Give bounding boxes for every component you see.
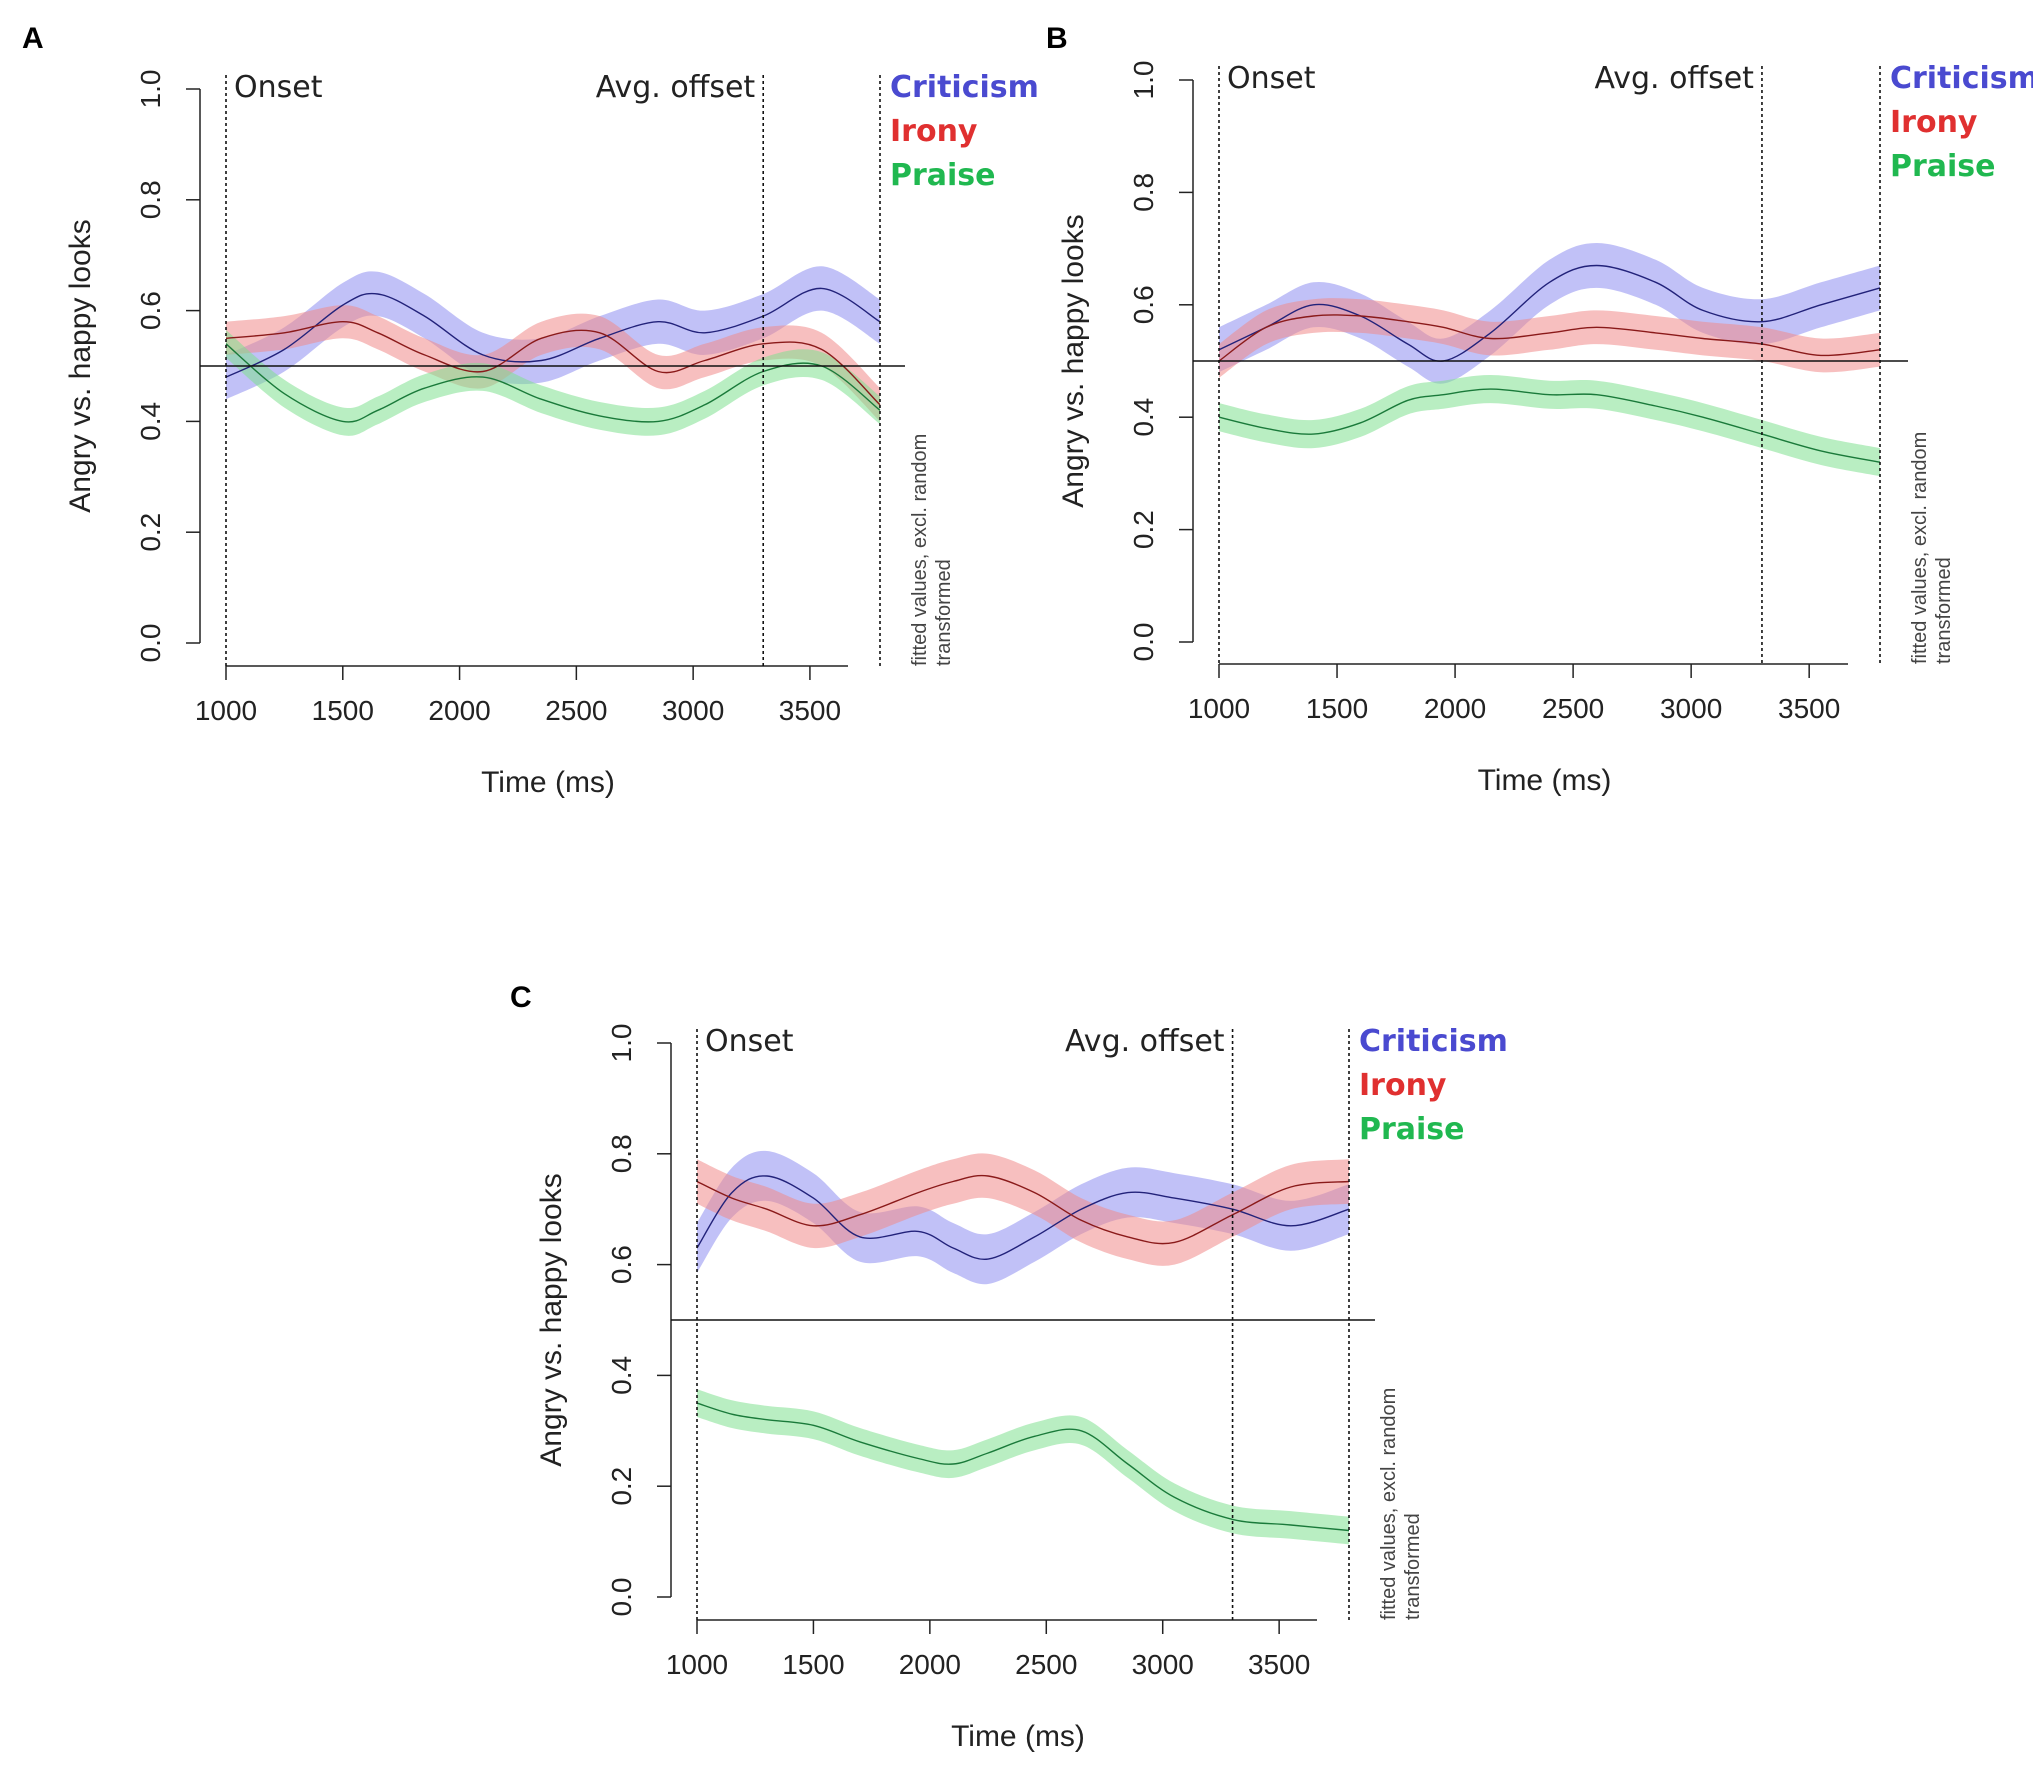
offset-label: Avg. offset — [596, 70, 756, 105]
x-tick-label: 3000 — [662, 695, 724, 726]
band-praise — [1219, 375, 1880, 477]
band-praise — [226, 330, 880, 436]
offset-label: Avg. offset — [1594, 61, 1754, 96]
x-tick-label: 1000 — [195, 695, 257, 726]
legend-irony: Irony — [890, 114, 978, 149]
x-tick-label: 3000 — [1132, 1649, 1194, 1680]
x-axis-title: Time (ms) — [481, 766, 615, 799]
legend-praise: Praise — [1890, 149, 1996, 184]
x-tick-label: 3500 — [1248, 1649, 1310, 1680]
series-line-criticism — [696, 1175, 1350, 1261]
series-lines — [1218, 264, 1881, 463]
series-line-irony — [225, 320, 881, 406]
y-axis-title: Angry vs. happy looks — [64, 219, 97, 512]
series-lines — [696, 1174, 1350, 1532]
x-tick-label: 2000 — [428, 695, 490, 726]
y-tick-label: 0.8 — [135, 180, 166, 219]
series-line-praise — [696, 1402, 1350, 1532]
legend-criticism: Criticism — [1890, 61, 2033, 96]
y-tick-label: 0.4 — [606, 1356, 637, 1395]
y-tick-label: 0.2 — [1128, 510, 1159, 549]
band-criticism — [226, 266, 880, 400]
onset-label: Onset — [1227, 61, 1316, 96]
x-tick-label: 1500 — [1306, 693, 1368, 724]
x-axis-title: Time (ms) — [1478, 764, 1612, 797]
y-tick-label: 0.6 — [135, 291, 166, 330]
offset-label: Avg. offset — [1065, 1024, 1225, 1059]
y-tick-label: 0.6 — [606, 1245, 637, 1284]
band-irony — [697, 1153, 1349, 1266]
x-tick-label: 2500 — [545, 695, 607, 726]
legend-irony: Irony — [1359, 1068, 1447, 1103]
x-tick-label: 1000 — [1188, 693, 1250, 724]
fitted-values-note: fitted values, excl. random — [909, 434, 931, 666]
legend-criticism: Criticism — [1359, 1024, 1508, 1059]
legend-irony: Irony — [1890, 105, 1978, 140]
fitted-values-note: fitted values, excl. random — [1378, 1388, 1400, 1620]
x-tick-label: 2000 — [1424, 693, 1486, 724]
band-criticism — [697, 1150, 1349, 1285]
band-irony — [226, 305, 880, 422]
y-tick-label: 0.0 — [606, 1578, 637, 1617]
y-tick-label: 0.6 — [1128, 285, 1159, 324]
legend-praise: Praise — [890, 158, 996, 193]
onset-label: Onset — [234, 70, 323, 105]
confidence-bands — [226, 266, 880, 436]
confidence-bands — [697, 1150, 1349, 1545]
y-tick-label: 1.0 — [135, 70, 166, 109]
x-tick-label: 1500 — [782, 1649, 844, 1680]
series-line-irony — [1218, 314, 1881, 362]
x-tick-label: 3000 — [1660, 693, 1722, 724]
legend-criticism: Criticism — [890, 70, 1039, 105]
band-praise — [697, 1389, 1349, 1545]
y-axis-title: Angry vs. happy looks — [1057, 214, 1090, 507]
x-tick-label: 1500 — [312, 695, 374, 726]
y-tick-label: 0.2 — [135, 513, 166, 552]
x-axis-title: Time (ms) — [951, 1720, 1085, 1753]
series-line-irony — [696, 1174, 1350, 1245]
panel-letter: C — [510, 981, 532, 1014]
x-tick-label: 3500 — [1778, 693, 1840, 724]
y-tick-label: 0.0 — [1128, 623, 1159, 662]
panel-b: B 0.0 0.2 0.4 0.6 0.8 1.0 1000 1500 2000 2500 3000 3… — [1046, 22, 2033, 797]
panel-letter: A — [22, 22, 44, 55]
onset-label: Onset — [705, 1024, 794, 1059]
y-axis-title: Angry vs. happy looks — [535, 1173, 568, 1466]
legend-praise: Praise — [1359, 1112, 1465, 1147]
fitted-values-note: transformed — [1402, 1513, 1424, 1620]
y-tick-label: 0.4 — [1128, 398, 1159, 437]
confidence-bands — [1219, 243, 1880, 477]
x-tick-label: 2500 — [1015, 1649, 1077, 1680]
x-tick-label: 2000 — [899, 1649, 961, 1680]
series-line-criticism — [225, 287, 881, 378]
y-tick-label: 0.8 — [606, 1134, 637, 1173]
x-tick-label: 2500 — [1542, 693, 1604, 724]
x-tick-label: 3500 — [779, 695, 841, 726]
y-tick-label: 1.0 — [606, 1024, 637, 1063]
panel-c: C 0.0 0.2 0.4 0.6 0.8 1.0 1000 1500 2000 2500 3000 3… — [510, 981, 1508, 1753]
x-tick-label: 1000 — [666, 1649, 728, 1680]
fitted-values-note: transformed — [1933, 557, 1955, 664]
y-tick-label: 0.2 — [606, 1467, 637, 1506]
fitted-values-note: transformed — [933, 559, 955, 666]
series-line-praise — [1218, 388, 1881, 463]
y-tick-label: 1.0 — [1128, 61, 1159, 100]
y-tick-label: 0.8 — [1128, 173, 1159, 212]
band-criticism — [1219, 243, 1880, 384]
panel-a: A 0.0 0.2 0.4 0.6 0.8 1.0 1000 1500 2000 2500 3000 3… — [22, 22, 1039, 799]
y-tick-label: 0.0 — [135, 624, 166, 663]
series-line-criticism — [1218, 264, 1881, 362]
panel-letter: B — [1046, 22, 1068, 55]
y-tick-label: 0.4 — [135, 402, 166, 441]
fitted-values-note: fitted values, excl. random — [1909, 432, 1931, 664]
